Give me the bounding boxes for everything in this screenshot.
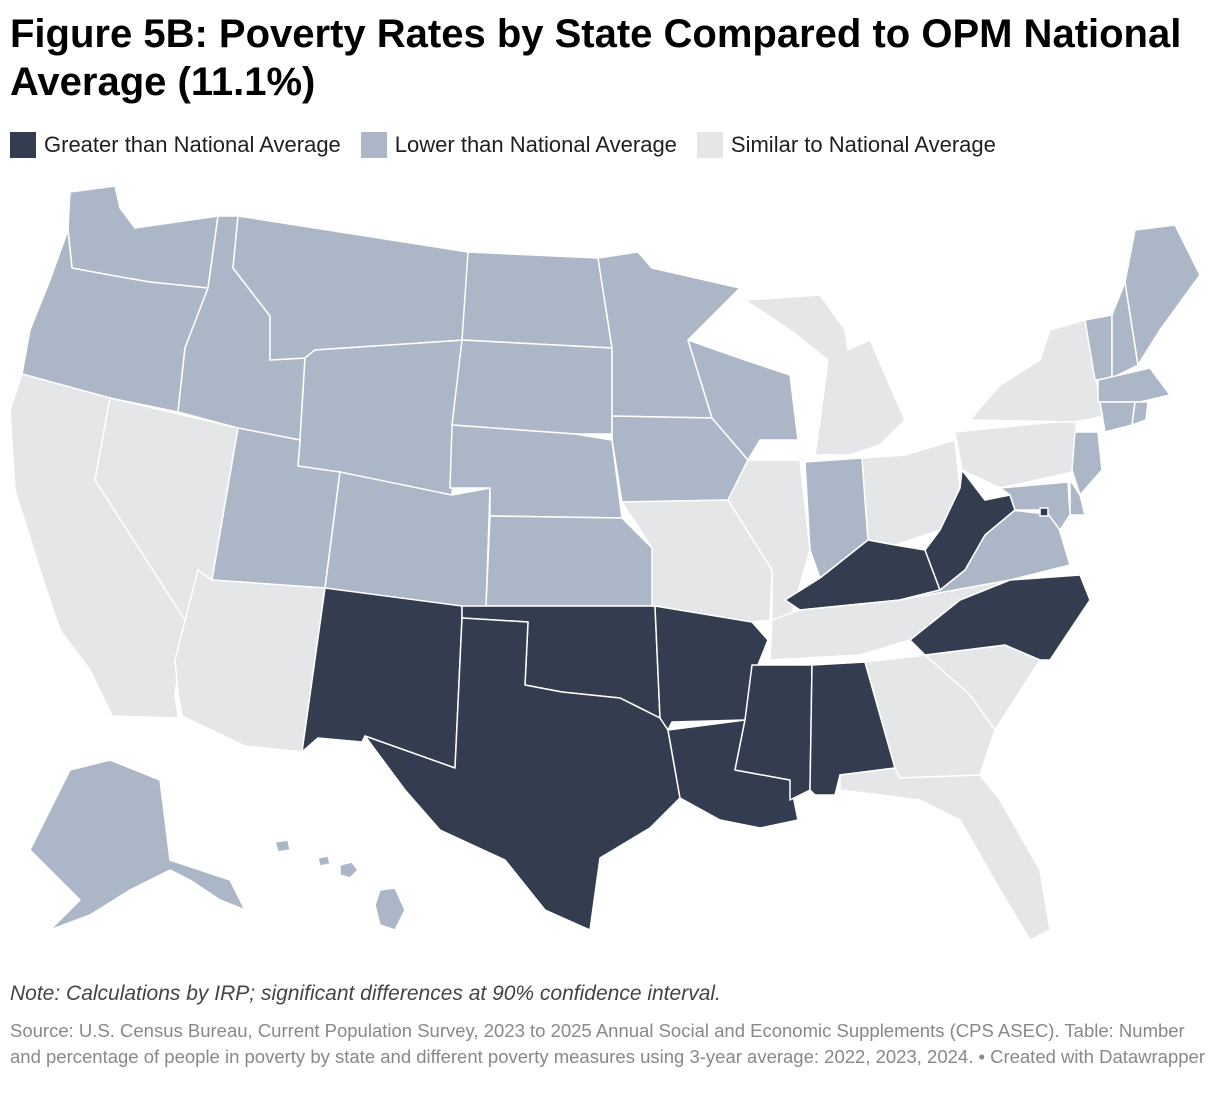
chart-title: Figure 5B: Poverty Rates by State Compar… <box>10 12 1182 104</box>
legend-label-similar: Similar to National Average <box>730 132 996 157</box>
state-AZ[interactable] <box>174 569 326 753</box>
chart-source: Source: U.S. Census Bureau, Current Popu… <box>10 1018 1210 1070</box>
state-FL[interactable] <box>839 767 1051 941</box>
state-DC[interactable] <box>1039 507 1049 517</box>
legend-label-lower: Lower than National Average <box>394 132 677 157</box>
state-ME[interactable] <box>1124 224 1201 366</box>
state-CO[interactable] <box>324 471 491 611</box>
state-NM[interactable] <box>301 587 463 769</box>
legend-swatch-similar <box>696 132 723 158</box>
state-WI[interactable] <box>687 339 799 461</box>
state-HI-island-3[interactable] <box>274 839 291 853</box>
state-KS[interactable] <box>485 515 656 607</box>
legend-swatch-lower <box>360 132 387 158</box>
state-HI-island-1[interactable] <box>339 861 359 879</box>
legend: Greater than National Average Lower than… <box>10 132 1016 158</box>
state-MD[interactable] <box>999 481 1071 531</box>
legend-swatch-greater <box>10 132 36 158</box>
state-MI[interactable] <box>744 294 906 456</box>
legend-item-similar: Similar to National Average <box>696 132 996 158</box>
us-map <box>0 170 1220 970</box>
state-ND[interactable] <box>461 251 613 349</box>
legend-item-lower: Lower than National Average <box>360 132 677 158</box>
state-HI[interactable] <box>374 887 406 931</box>
state-HI-island-2[interactable] <box>317 855 331 867</box>
legend-label-greater: Greater than National Average <box>44 132 341 157</box>
legend-item-greater: Greater than National Average <box>10 132 341 158</box>
state-RI[interactable] <box>1131 401 1149 426</box>
state-TX[interactable] <box>364 617 681 931</box>
state-MA[interactable] <box>1097 367 1171 403</box>
us-map-svg <box>9 185 1201 941</box>
state-SD[interactable] <box>451 339 613 435</box>
state-AK[interactable] <box>29 759 246 931</box>
datawrapper-credit: • Created with Datawrapper <box>978 1046 1205 1067</box>
state-CT[interactable] <box>1099 401 1136 433</box>
state-PA[interactable] <box>954 419 1083 489</box>
state-NJ[interactable] <box>1071 431 1103 496</box>
source-text: Source: U.S. Census Bureau, Current Popu… <box>10 1020 1185 1067</box>
state-NC[interactable] <box>909 574 1091 661</box>
chart-note: Note: Calculations by IRP; significant d… <box>10 982 721 1005</box>
